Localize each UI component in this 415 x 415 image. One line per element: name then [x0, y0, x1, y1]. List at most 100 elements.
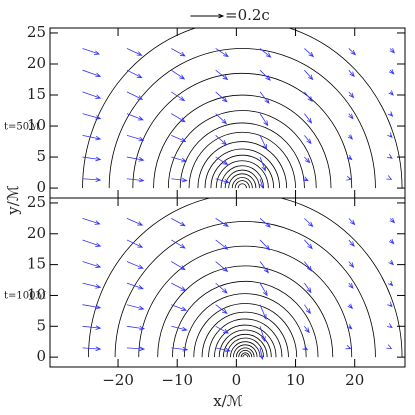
vector-arrow: [215, 347, 231, 353]
contour: [108, 48, 376, 189]
vector-arrow: [348, 113, 354, 120]
contour: [188, 131, 296, 189]
contour: [237, 183, 247, 189]
plot-area: [82, 28, 403, 190]
contour: [231, 177, 253, 189]
contour: [220, 165, 264, 189]
contour: [114, 221, 376, 358]
y-axis-label: y/ℳ: [4, 185, 22, 216]
contour: [179, 122, 305, 189]
vector-arrow: [386, 175, 393, 180]
vector-arrow: [82, 177, 102, 183]
vector-arrow: [389, 47, 396, 54]
vector-arrow: [171, 218, 186, 227]
vector-arrow: [259, 178, 264, 190]
vector-arrow: [82, 217, 101, 225]
vector-arrow: [171, 113, 186, 123]
vector-arrow: [346, 176, 353, 181]
vector-arrow: [215, 261, 229, 273]
vector-arrow: [387, 153, 393, 159]
vector-arrow: [387, 111, 394, 117]
vector-arrow: [215, 304, 228, 314]
vector-arrow: [215, 135, 228, 146]
vector-arrow: [304, 69, 314, 81]
y-tick-label: 5: [36, 147, 46, 165]
vector-arrow: [345, 344, 352, 350]
vector-arrow: [126, 91, 144, 100]
contour: [197, 141, 288, 189]
vector-arrow: [171, 282, 187, 291]
y-tick-label: 25: [27, 193, 46, 211]
vector-arrow: [387, 280, 394, 287]
contour: [235, 347, 255, 358]
vector-arrow: [126, 217, 144, 226]
y-tick-label: 0: [36, 178, 46, 196]
vector-arrow: [126, 325, 146, 331]
contour: [138, 245, 353, 358]
vector-arrow: [304, 218, 314, 228]
vector-arrow: [259, 239, 271, 251]
vector-arrow: [304, 113, 313, 124]
vector-arrow: [259, 113, 269, 127]
vector-arrow: [126, 156, 145, 162]
vector-arrow: [259, 218, 271, 228]
contour: [201, 311, 289, 358]
vector-arrow: [304, 48, 315, 58]
contour: [172, 280, 319, 358]
vector-arrow: [82, 239, 102, 247]
vector-arrow: [126, 134, 145, 142]
reference-label: =0.2c: [225, 6, 270, 24]
vector-arrow: [387, 323, 393, 329]
vector-arrow: [348, 91, 355, 99]
y-tick-label: 25: [27, 23, 46, 41]
y-tick-label: 15: [27, 255, 46, 273]
vector-arrow: [82, 325, 102, 330]
vector-arrow: [389, 238, 395, 245]
vector-arrow: [215, 113, 228, 125]
vector-arrow: [82, 304, 102, 310]
vector-arrow: [171, 69, 186, 80]
vector-arrow: [126, 177, 145, 183]
y-tick-label: 5: [36, 316, 46, 334]
vector-arrow: [259, 282, 268, 297]
x-tick-label: 10: [286, 371, 305, 389]
vector-arrow: [346, 324, 353, 330]
vector-arrow: [171, 239, 186, 249]
y-tick-label: 20: [27, 224, 46, 242]
vector-arrow: [389, 69, 395, 75]
vector-arrow: [215, 69, 229, 81]
vector-arrow: [348, 282, 354, 289]
contour: [132, 72, 353, 189]
vector-arrow: [215, 48, 229, 58]
vector-arrow: [387, 132, 393, 138]
vector-arrow: [82, 113, 102, 120]
contour: [233, 344, 258, 358]
contour: [215, 160, 269, 189]
plot-area: [82, 198, 403, 360]
x-tick-label: 0: [232, 371, 242, 389]
y-tick-label: 20: [27, 54, 46, 72]
y-tick-label: 0: [36, 347, 46, 365]
x-tick-label: −10: [161, 371, 193, 389]
vector-arrow: [126, 346, 146, 352]
panel-label: t=50ℳ: [4, 122, 40, 133]
vector-arrow: [304, 135, 312, 145]
contour: [218, 329, 272, 358]
y-tick-label: 10: [27, 116, 46, 134]
vector-arrow: [126, 48, 143, 56]
vector-arrow: [82, 282, 102, 289]
x-axis-label: x/ℳ: [213, 392, 243, 410]
vector-arrow: [259, 156, 266, 172]
vector-arrow: [348, 69, 355, 78]
contour: [214, 324, 277, 358]
contour: [228, 173, 257, 189]
contour: [222, 333, 268, 358]
contour: [157, 265, 334, 358]
vector-arrow: [347, 134, 354, 140]
vector-arrow: [302, 345, 309, 351]
vector-arrow: [302, 176, 309, 182]
vector-arrow: [215, 178, 230, 184]
vector-arrow: [389, 217, 396, 224]
vector-arrow: [304, 261, 313, 272]
panel-label: t=100ℳ: [4, 291, 46, 302]
